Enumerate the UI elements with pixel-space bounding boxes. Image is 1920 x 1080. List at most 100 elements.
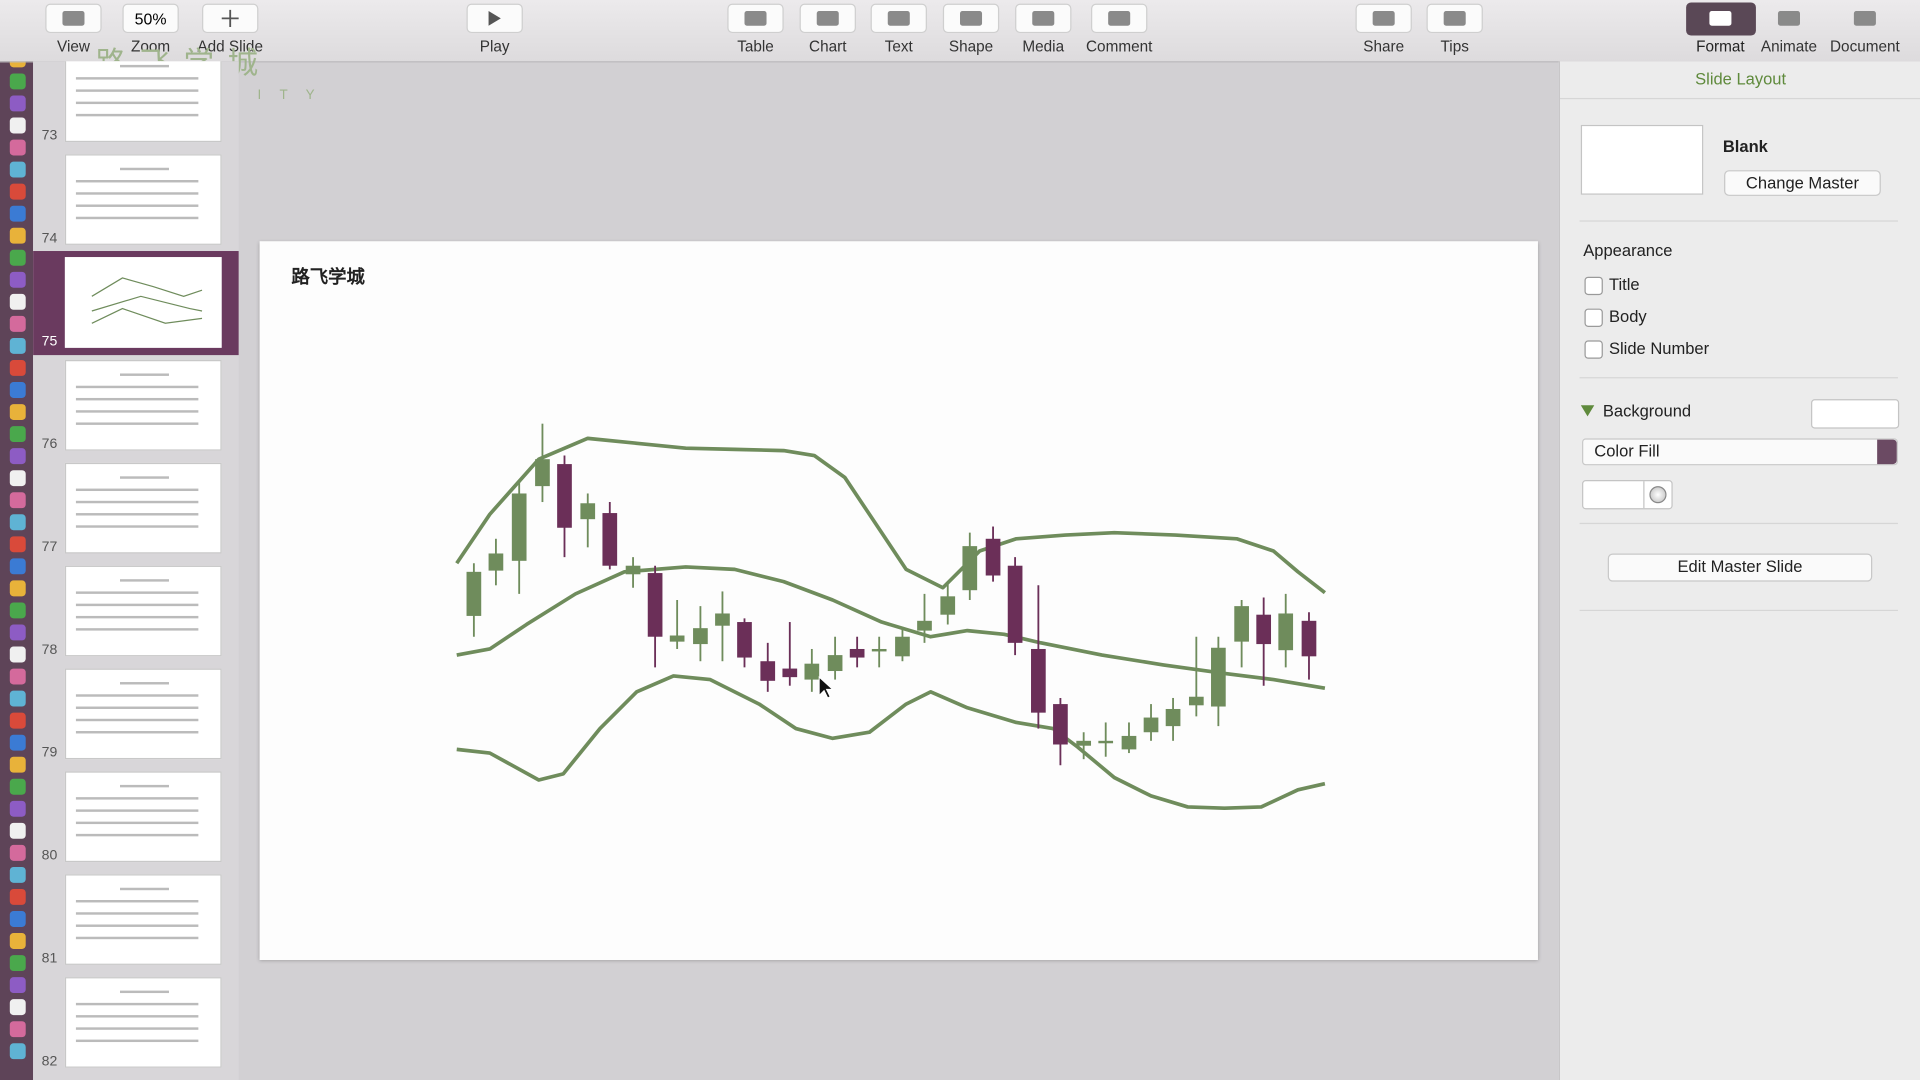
toolbar-item[interactable]: Animate — [1746, 0, 1832, 55]
layout-thumbnail[interactable] — [1580, 124, 1704, 195]
toolbar-item[interactable]: Format — [1678, 0, 1764, 55]
dock-icon[interactable] — [9, 558, 26, 575]
toolbar-item[interactable]: Share — [1341, 0, 1427, 55]
toolbar-button: 50% — [122, 3, 179, 34]
dock-icon[interactable] — [9, 249, 26, 266]
dock-icon[interactable] — [9, 690, 26, 707]
dock-icon[interactable] — [9, 1043, 26, 1060]
dock-icon[interactable] — [9, 734, 26, 751]
dock-icon[interactable] — [9, 293, 26, 310]
dock-icon[interactable] — [9, 933, 26, 949]
background-swatch[interactable] — [1811, 399, 1900, 429]
candle-body — [557, 464, 572, 528]
dock-icon[interactable] — [9, 404, 26, 421]
thumb-text-line — [120, 682, 169, 685]
toolbar-item[interactable]: Comment — [1076, 0, 1162, 55]
dock-icon[interactable] — [9, 580, 26, 597]
dock-icon[interactable] — [9, 161, 26, 178]
slide-number: 82 — [41, 1054, 58, 1069]
slide-thumbnail[interactable] — [64, 61, 222, 143]
disclosure-triangle[interactable] — [1580, 404, 1596, 419]
candle-body — [895, 636, 910, 657]
slide-canvas[interactable]: 路飞学城 — [259, 241, 1538, 961]
dock-icon[interactable] — [9, 977, 26, 994]
dock-icon[interactable] — [9, 955, 26, 972]
toolbar-item[interactable]: Shape — [928, 0, 1014, 55]
edit-master-button[interactable]: Edit Master Slide — [1607, 553, 1873, 582]
fill-type-dropdown[interactable]: Color Fill — [1582, 438, 1898, 466]
upper-band — [455, 436, 1327, 595]
dock-icon[interactable] — [9, 271, 26, 288]
thumb-text-line — [75, 385, 199, 389]
dock-icon[interactable] — [9, 999, 26, 1016]
dock-icon[interactable] — [9, 227, 26, 244]
checkbox[interactable] — [1584, 340, 1603, 359]
toolbar-item[interactable]: Text — [856, 0, 942, 55]
dock-icon[interactable] — [9, 668, 26, 685]
candle-body — [1278, 613, 1294, 651]
dock-icon[interactable] — [9, 602, 26, 619]
dock-icon[interactable] — [9, 205, 26, 222]
dock-icon[interactable] — [9, 646, 26, 663]
toolbar-label: Play — [479, 37, 510, 56]
dock-icon[interactable] — [9, 822, 26, 839]
dock-icon[interactable] — [9, 382, 26, 398]
slide-thumbnail[interactable] — [64, 360, 222, 451]
slide-thumbnail[interactable] — [64, 462, 222, 554]
dock-icon[interactable] — [9, 117, 26, 134]
dock-icon[interactable] — [9, 492, 26, 509]
dock-icon[interactable] — [9, 183, 26, 200]
dock-icon[interactable] — [9, 426, 26, 443]
slide-thumbnail[interactable] — [64, 565, 222, 657]
dock-icon[interactable] — [9, 911, 26, 927]
dock-icon[interactable] — [9, 470, 26, 487]
dock-icon[interactable] — [9, 1021, 26, 1038]
dock-icon[interactable] — [9, 778, 26, 795]
toolbar-item[interactable]: 50% Zoom — [108, 0, 194, 55]
toolbar-item[interactable]: Add Slide — [187, 0, 273, 55]
thumb-text-line — [75, 113, 199, 117]
thumb-text-line — [75, 89, 199, 92]
dock-icon[interactable] — [9, 448, 26, 465]
slide-thumbnail[interactable] — [64, 257, 222, 348]
checkbox[interactable] — [1584, 276, 1603, 296]
dock-icon[interactable] — [9, 536, 26, 553]
slide-thumbnail[interactable] — [64, 668, 222, 760]
dock-icon[interactable] — [9, 844, 26, 861]
dock-icon[interactable] — [9, 139, 26, 156]
dock-icon[interactable] — [9, 514, 26, 531]
dock-icon[interactable] — [9, 712, 26, 729]
toolbar-item[interactable]: Media — [1000, 0, 1086, 55]
toolbar-item[interactable]: Document — [1822, 0, 1908, 55]
dock-icon[interactable] — [9, 360, 26, 376]
dock-icon[interactable] — [9, 73, 26, 90]
candle-body — [580, 503, 596, 520]
slide-thumbnail[interactable] — [64, 977, 222, 1068]
thumb-text-line — [75, 936, 199, 940]
dock-icon[interactable] — [9, 800, 26, 817]
dock-icon[interactable] — [9, 95, 26, 112]
slide-number: 81 — [41, 951, 58, 967]
dock-icon[interactable] — [9, 866, 26, 883]
slide-thumbnail[interactable] — [64, 874, 222, 965]
dock-icon[interactable] — [9, 888, 26, 905]
toolbar-button — [870, 3, 927, 34]
toolbar-item[interactable]: View — [31, 0, 117, 55]
toolbar-item[interactable]: Play — [452, 0, 538, 55]
checkbox[interactable] — [1584, 308, 1603, 327]
thumb-text-line — [75, 513, 199, 516]
change-master-button[interactable]: Change Master — [1724, 170, 1881, 196]
toolbar-item[interactable]: Tips — [1412, 0, 1498, 55]
dock-icon[interactable] — [9, 315, 26, 332]
mouse-cursor — [818, 676, 834, 699]
color-well[interactable] — [1582, 480, 1673, 510]
toolbar-item[interactable]: Chart — [785, 0, 871, 55]
toolbar-item[interactable]: Table — [713, 0, 799, 55]
dock-icon[interactable] — [9, 756, 26, 773]
slide-thumbnail[interactable] — [64, 771, 222, 863]
thumb-text-line — [75, 731, 199, 734]
dock-icon[interactable] — [9, 337, 26, 354]
slide-thumbnail[interactable] — [64, 154, 222, 245]
dock-icon[interactable] — [9, 624, 26, 641]
